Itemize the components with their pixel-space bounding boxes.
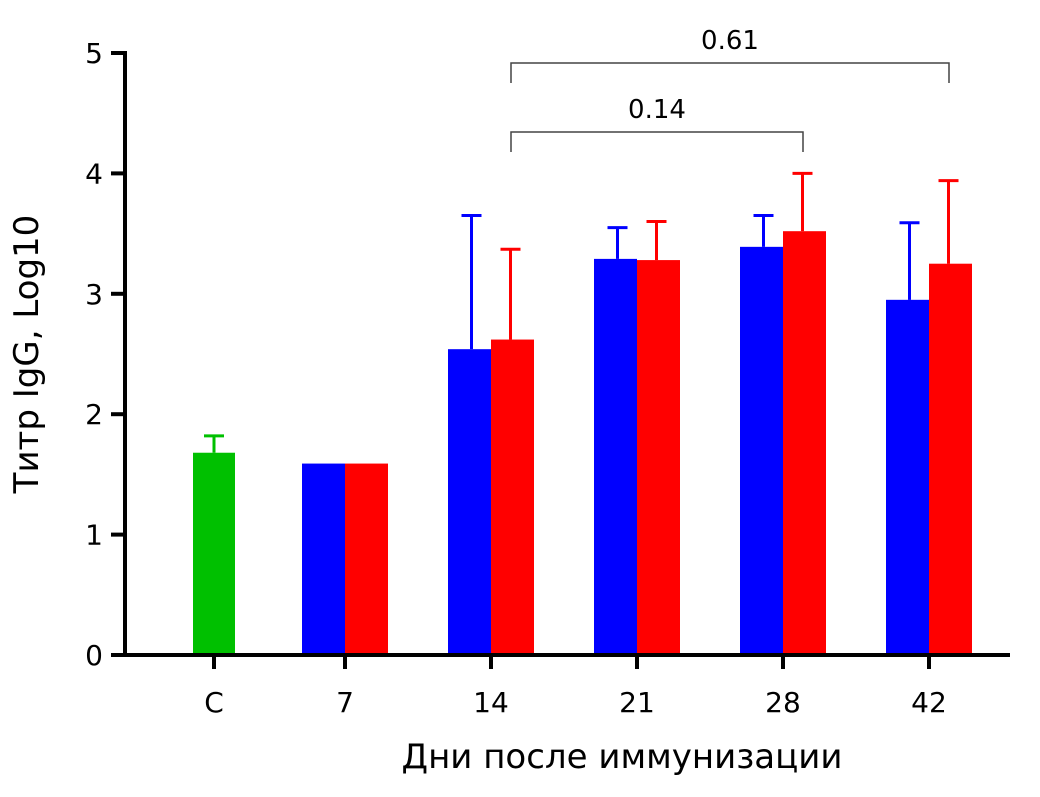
p-value-label: 0.14 bbox=[628, 95, 686, 125]
bar-series1-21 bbox=[594, 258, 637, 655]
bar-series2-42 bbox=[929, 263, 972, 655]
y-tick-label: 3 bbox=[85, 278, 103, 311]
bar-series2-28 bbox=[783, 231, 826, 655]
significance-bracket bbox=[510, 131, 804, 152]
x-tick-label: 14 bbox=[473, 686, 509, 719]
x-tick-label: 7 bbox=[336, 686, 354, 719]
bar-series2-21 bbox=[637, 260, 680, 655]
bar-series2-14 bbox=[491, 339, 534, 655]
y-axis-label: Титр IgG, Log10 bbox=[7, 215, 47, 495]
bar-series1-7 bbox=[302, 463, 345, 655]
y-tick-label: 4 bbox=[85, 157, 103, 190]
y-tick-label: 5 bbox=[85, 37, 103, 70]
bar-series1-14 bbox=[448, 349, 491, 655]
x-tick-label: 21 bbox=[619, 686, 655, 719]
bar-series1-42 bbox=[886, 299, 929, 655]
x-tick-label: C bbox=[204, 686, 224, 719]
x-axis-label: Дни после иммунизации bbox=[402, 737, 843, 777]
x-tick-label: 28 bbox=[765, 686, 801, 719]
y-tick-label: 1 bbox=[85, 519, 103, 552]
significance-bracket bbox=[510, 62, 950, 83]
bar-control bbox=[193, 452, 235, 655]
bar-series1-28 bbox=[740, 246, 783, 655]
p-value-label: 0.61 bbox=[701, 26, 759, 56]
y-tick-label: 0 bbox=[85, 639, 103, 672]
x-tick-label: 42 bbox=[911, 686, 947, 719]
bar-series2-7 bbox=[345, 463, 388, 655]
y-tick-label: 2 bbox=[85, 398, 103, 431]
